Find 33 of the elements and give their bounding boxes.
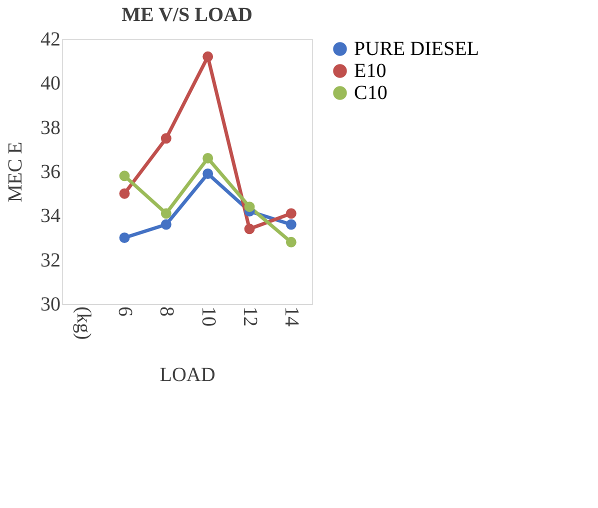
chart-title: ME V/S LOAD (122, 4, 252, 26)
y-tick-label: 42 (40, 28, 60, 50)
y-tick-label: 38 (40, 116, 60, 139)
legend-label: E10 (354, 60, 386, 82)
point (286, 219, 296, 230)
x-tick-label: 12 (239, 306, 261, 326)
point (119, 170, 130, 182)
point (160, 219, 172, 230)
legend-label: C10 (354, 82, 388, 104)
x-tick-label: 14 (280, 306, 303, 326)
x-tick-label: 8 (156, 306, 178, 316)
legend-label: PURE DIESEL (354, 38, 479, 60)
point (160, 208, 172, 219)
y-axis-title: MEC E (4, 142, 26, 202)
y-tick-label: 36 (40, 161, 60, 183)
x-tick-label: 10 (197, 306, 220, 326)
point (160, 133, 172, 144)
point (202, 51, 214, 62)
point (286, 208, 296, 219)
point (119, 232, 130, 243)
point (119, 188, 130, 199)
point (202, 153, 214, 164)
y-tick-label: 34 (40, 205, 60, 228)
x-tick-label: (kg) (72, 306, 94, 340)
point (286, 236, 296, 248)
x-axis-title: LOAD (160, 364, 216, 386)
y-tick-label: 32 (40, 249, 60, 272)
y-tick-label: 40 (40, 72, 60, 95)
point (244, 202, 255, 212)
point (202, 168, 214, 179)
x-tick-label: 6 (114, 306, 136, 316)
y-tick-label: 30 (40, 294, 60, 316)
point (244, 224, 255, 234)
